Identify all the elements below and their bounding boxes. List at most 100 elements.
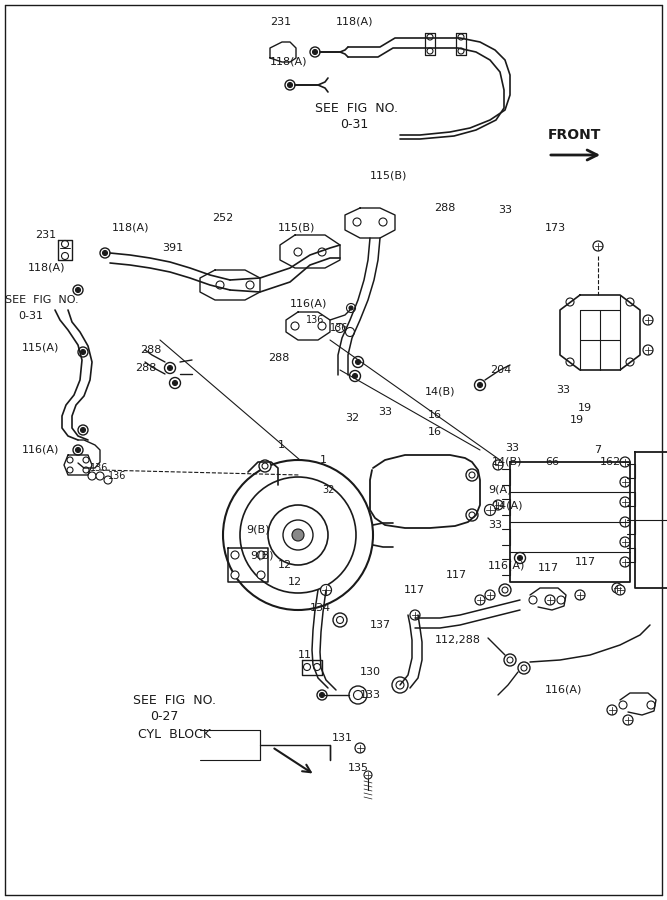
Circle shape	[61, 253, 69, 259]
Circle shape	[294, 248, 302, 256]
Circle shape	[67, 457, 73, 463]
Text: 33: 33	[498, 205, 512, 215]
Circle shape	[507, 657, 513, 663]
Text: 252: 252	[212, 213, 233, 223]
Text: 33: 33	[378, 407, 392, 417]
Circle shape	[518, 555, 522, 561]
Circle shape	[466, 469, 478, 481]
Text: 115(B): 115(B)	[278, 223, 315, 233]
Circle shape	[169, 377, 181, 389]
Circle shape	[620, 557, 630, 567]
Circle shape	[469, 472, 475, 478]
Circle shape	[478, 382, 482, 388]
Circle shape	[313, 663, 321, 670]
Circle shape	[557, 596, 565, 604]
Circle shape	[466, 509, 478, 521]
Text: 1: 1	[278, 440, 285, 450]
Text: 118(A): 118(A)	[112, 223, 149, 233]
Circle shape	[83, 457, 89, 463]
Text: 204: 204	[490, 365, 511, 375]
Text: 288: 288	[268, 353, 289, 363]
Circle shape	[83, 467, 89, 473]
Circle shape	[257, 571, 265, 579]
Circle shape	[67, 467, 73, 473]
Circle shape	[620, 497, 630, 507]
Circle shape	[81, 349, 85, 355]
Circle shape	[619, 701, 627, 709]
Circle shape	[458, 48, 464, 54]
Text: 19: 19	[570, 415, 584, 425]
Circle shape	[100, 248, 110, 258]
Text: 231: 231	[35, 230, 56, 240]
Circle shape	[333, 613, 347, 627]
Circle shape	[396, 681, 404, 689]
Circle shape	[167, 365, 173, 371]
Text: 134: 134	[310, 603, 331, 613]
Text: 12: 12	[288, 577, 302, 587]
Text: 118(A): 118(A)	[28, 263, 65, 273]
Circle shape	[336, 616, 344, 624]
Circle shape	[336, 323, 344, 332]
Circle shape	[502, 587, 508, 593]
Circle shape	[78, 347, 88, 357]
Circle shape	[620, 477, 630, 487]
Text: 136: 136	[108, 471, 126, 481]
Text: 288: 288	[434, 203, 456, 213]
Circle shape	[81, 428, 85, 433]
Text: 19: 19	[578, 403, 592, 413]
Circle shape	[349, 686, 367, 704]
Circle shape	[75, 447, 81, 453]
Text: 135: 135	[348, 763, 369, 773]
Circle shape	[364, 771, 372, 779]
Text: 118(A): 118(A)	[270, 57, 307, 67]
Circle shape	[291, 322, 299, 330]
Circle shape	[475, 595, 485, 605]
Text: 162: 162	[600, 457, 621, 467]
Circle shape	[612, 583, 622, 593]
Text: 32: 32	[345, 413, 359, 423]
Text: 231: 231	[270, 17, 291, 27]
Text: 137: 137	[370, 620, 391, 630]
Text: 288: 288	[135, 363, 156, 373]
Text: 118(A): 118(A)	[336, 17, 374, 27]
Circle shape	[350, 371, 360, 382]
Text: 117: 117	[538, 563, 559, 573]
Text: 12: 12	[278, 560, 292, 570]
Circle shape	[223, 460, 373, 610]
Circle shape	[521, 665, 527, 671]
Text: 173: 173	[545, 223, 566, 233]
Circle shape	[319, 692, 325, 698]
Text: 391: 391	[162, 243, 183, 253]
Text: 16: 16	[428, 410, 442, 420]
Text: 116(A): 116(A)	[290, 299, 327, 309]
Circle shape	[283, 520, 313, 550]
Circle shape	[287, 83, 293, 87]
Circle shape	[257, 551, 265, 559]
Circle shape	[427, 48, 433, 54]
Text: 117: 117	[575, 557, 596, 567]
Circle shape	[216, 281, 224, 289]
Circle shape	[566, 358, 574, 366]
Circle shape	[165, 363, 175, 374]
Circle shape	[593, 241, 603, 251]
Text: 1: 1	[320, 455, 327, 465]
Text: 33: 33	[505, 443, 519, 453]
Circle shape	[303, 663, 311, 670]
Circle shape	[643, 315, 653, 325]
Text: 288: 288	[140, 345, 161, 355]
Circle shape	[103, 250, 107, 256]
Text: 112,288: 112,288	[435, 635, 481, 645]
Text: 115(A): 115(A)	[22, 343, 59, 353]
Circle shape	[485, 590, 495, 600]
Circle shape	[474, 380, 486, 391]
Text: 0-27: 0-27	[150, 709, 178, 723]
Text: CYL  BLOCK: CYL BLOCK	[138, 728, 211, 742]
Text: 117: 117	[404, 585, 425, 595]
Circle shape	[313, 50, 317, 55]
Text: 116(A): 116(A)	[22, 445, 59, 455]
Text: 7: 7	[594, 445, 601, 455]
Circle shape	[246, 281, 254, 289]
Circle shape	[346, 328, 354, 337]
Circle shape	[458, 34, 464, 40]
Circle shape	[310, 47, 320, 57]
